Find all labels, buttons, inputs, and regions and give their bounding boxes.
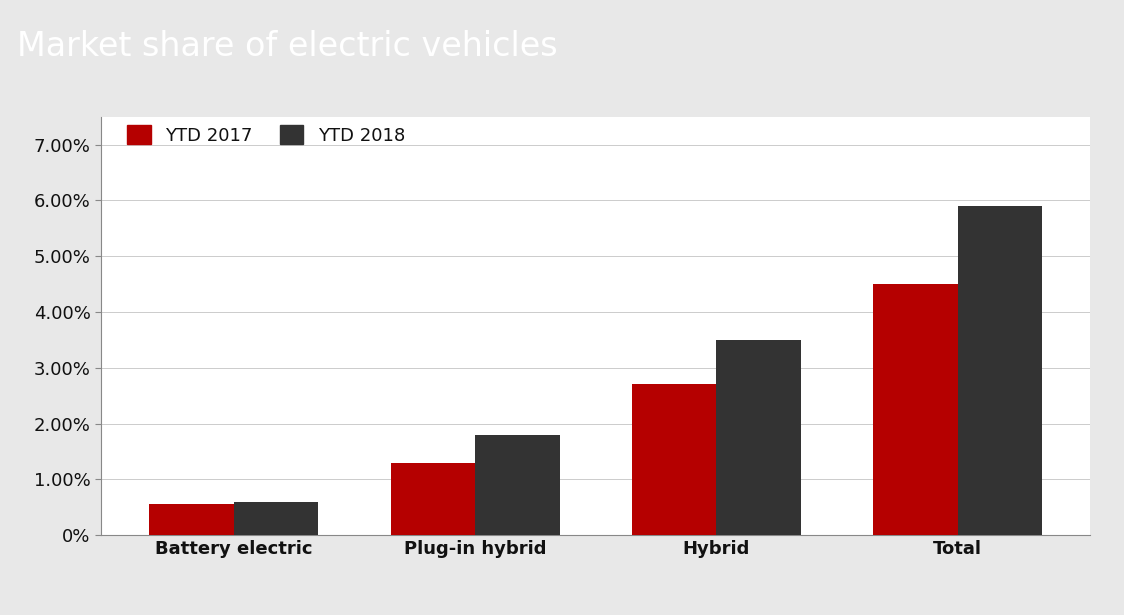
Bar: [475, 435, 560, 535]
Bar: [391, 462, 475, 535]
Bar: [873, 284, 958, 535]
Bar: [149, 504, 234, 535]
Bar: [716, 340, 800, 535]
Bar: [958, 206, 1042, 535]
Text: Market share of electric vehicles: Market share of electric vehicles: [17, 30, 558, 63]
Bar: [632, 384, 716, 535]
Legend: YTD 2017, YTD 2018: YTD 2017, YTD 2018: [120, 117, 413, 152]
Bar: [234, 502, 318, 535]
